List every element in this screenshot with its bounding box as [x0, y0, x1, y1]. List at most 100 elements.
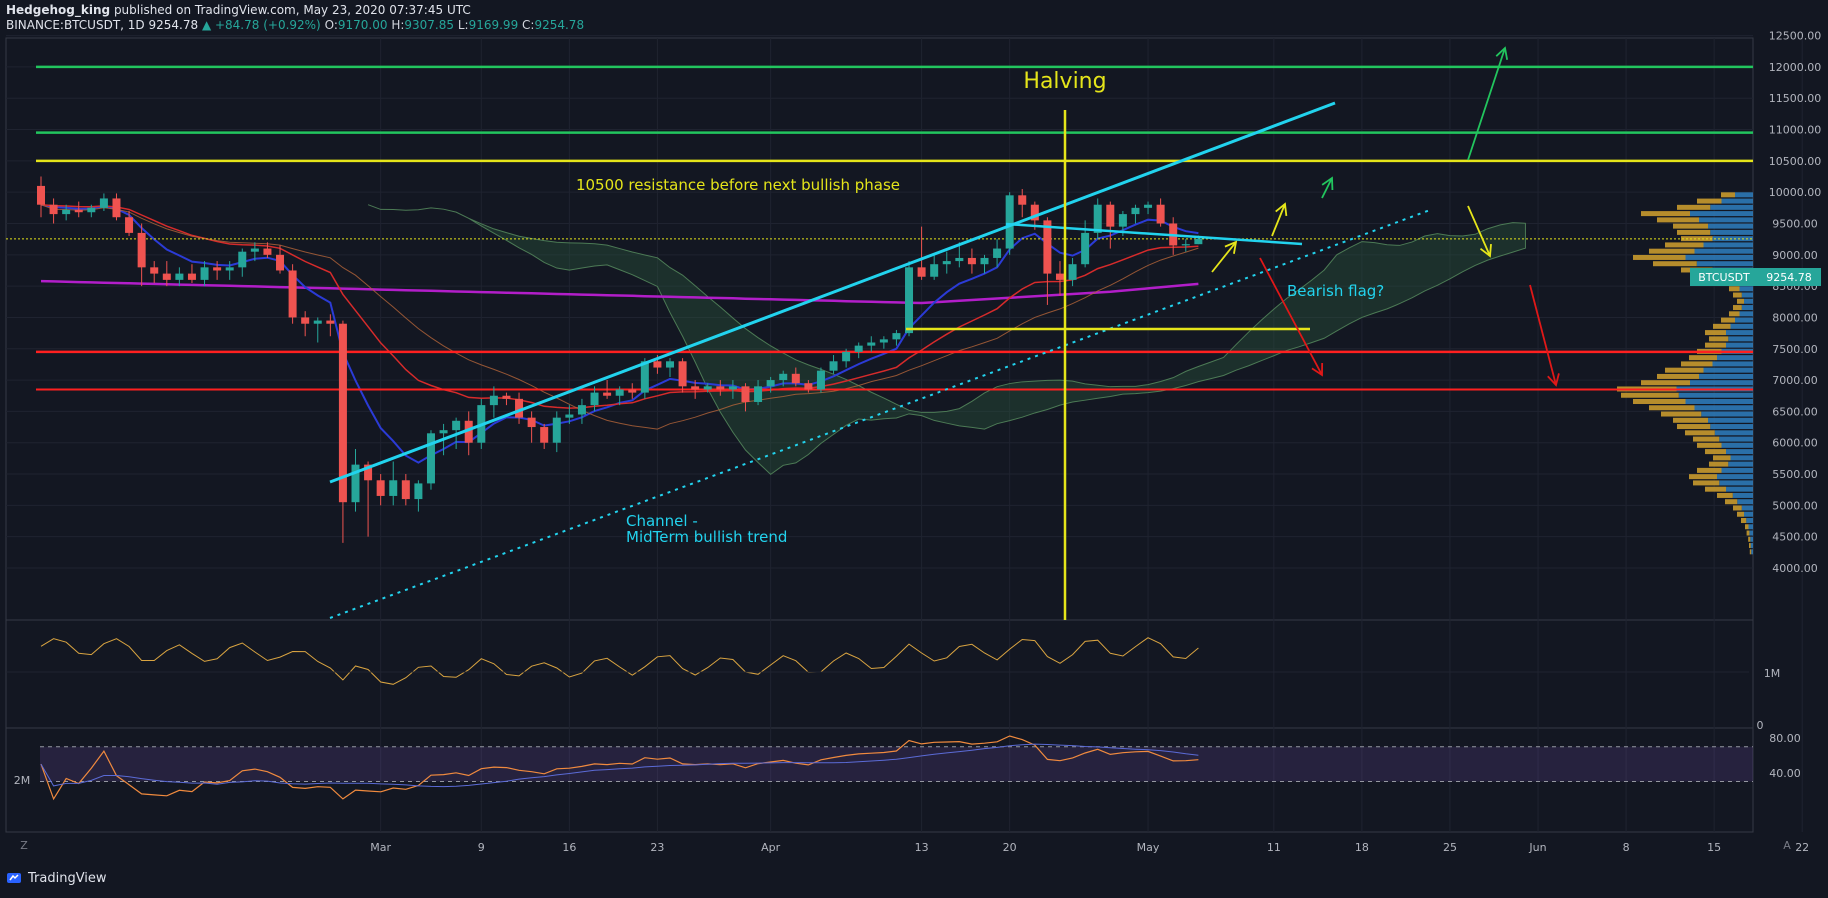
vp-bar-blue	[1717, 474, 1753, 480]
vp-bar-blue	[1721, 198, 1753, 204]
price-tick-label: 12000.00	[1769, 61, 1822, 74]
candle-body	[640, 361, 649, 393]
candle-body	[213, 267, 222, 271]
price-tick-label: 10500.00	[1769, 155, 1822, 168]
price-tick-label: 11000.00	[1769, 124, 1822, 137]
vp-bar-gold	[1677, 229, 1711, 235]
candle-body	[1106, 204, 1115, 227]
vp-bar-gold	[1717, 492, 1733, 498]
vp-bar-gold	[1709, 461, 1729, 467]
candle-body	[1068, 264, 1077, 280]
a-button[interactable]: A	[1783, 839, 1791, 852]
vp-bar-blue	[1735, 317, 1753, 323]
price-tick-label: 5000.00	[1772, 499, 1818, 512]
vp-bar-gold	[1677, 204, 1711, 210]
vp-bar-blue	[1739, 311, 1753, 317]
drawings[interactable]	[329, 46, 1560, 620]
time-tick-label: Mar	[370, 841, 391, 854]
candle-body	[150, 267, 159, 274]
time-tick-label: Apr	[761, 841, 781, 854]
vp-bar-gold	[1705, 486, 1726, 492]
rsi-band	[40, 746, 1753, 782]
volume-line	[40, 637, 1199, 685]
vp-bar-blue	[1710, 204, 1753, 210]
vp-bar-gold	[1693, 436, 1720, 442]
price-tick-label: 6000.00	[1772, 437, 1818, 450]
high-value: 9307.85	[404, 18, 455, 32]
candle-body	[62, 209, 71, 215]
vp-bar-gold	[1733, 505, 1742, 511]
price-tick-label: 12500.00	[1769, 30, 1822, 43]
tradingview-brand: TradingView	[28, 870, 107, 886]
vp-bar-gold	[1705, 342, 1726, 348]
candle-body	[1181, 244, 1190, 246]
vp-bar-gold	[1749, 543, 1751, 549]
vp-bar-gold	[1621, 392, 1679, 398]
price-tick-label: 9000.00	[1772, 249, 1818, 262]
volume-tick-0: 0	[1757, 719, 1764, 732]
vp-bar-gold	[1697, 198, 1722, 204]
price-tick-label: 4500.00	[1772, 531, 1818, 544]
vp-bar-gold	[1746, 530, 1750, 536]
price-chart[interactable]: 12500.00 12000.00 11500.00 11000.00 10500.00…	[0, 0, 1828, 868]
candle-body	[1144, 204, 1153, 208]
arrow-red-1-head	[1311, 362, 1324, 377]
open-value: 9170.00	[337, 18, 388, 32]
candle-body	[527, 417, 536, 428]
time-tick-label: May	[1137, 841, 1160, 854]
time-tick-label: 8	[1623, 841, 1630, 854]
vp-bar-blue	[1741, 292, 1753, 298]
candle-body	[351, 464, 360, 503]
publish-line: Hedgehog_king published on TradingView.c…	[6, 3, 471, 17]
channel-label: Channel -	[626, 512, 698, 530]
time-tick-label: Jun	[1528, 841, 1546, 854]
candle-body	[905, 267, 914, 334]
halving-label: Halving	[1023, 69, 1106, 94]
publish-info: published on TradingView.com, May 23, 20…	[113, 3, 471, 17]
vp-bar-blue	[1726, 330, 1753, 336]
price-tick-label: 7500.00	[1772, 343, 1818, 356]
tradingview-logo[interactable]: TradingView	[6, 870, 107, 886]
candle-body	[489, 395, 498, 406]
vp-bar-blue	[1708, 417, 1753, 423]
candle-body	[125, 217, 134, 233]
vp-bar-gold	[1749, 549, 1752, 555]
vp-bar-blue	[1730, 323, 1753, 329]
vp-bar-gold	[1681, 236, 1713, 242]
vp-bar-gold	[1673, 223, 1708, 229]
candlesticks[interactable]	[37, 176, 1203, 543]
arrow-green-2	[1467, 47, 1506, 161]
vp-bar-blue	[1710, 229, 1753, 235]
vp-bar-blue	[1685, 398, 1753, 404]
vp-bar-blue	[1741, 305, 1753, 311]
time-tick-label: 25	[1443, 841, 1457, 854]
candle-body	[854, 345, 863, 352]
vp-bar-blue	[1699, 217, 1753, 223]
candle-body	[703, 386, 712, 390]
candle-body	[577, 405, 586, 415]
vp-bar-blue	[1678, 392, 1753, 398]
candle-body	[917, 267, 926, 277]
author-name[interactable]: Hedgehog_king	[6, 3, 111, 17]
candle-body	[666, 361, 674, 368]
last-price: 9254.78	[148, 18, 199, 32]
vp-bar-blue	[1744, 511, 1753, 517]
rsi-pane-frame	[5, 727, 1754, 833]
candle-body	[955, 257, 964, 262]
z-button[interactable]: Z	[20, 839, 28, 852]
vp-bar-blue	[1699, 373, 1753, 379]
vp-bar-blue	[1726, 342, 1753, 348]
candle-body	[162, 273, 171, 280]
price-tick-label: 11500.00	[1769, 92, 1822, 105]
low-value: 9169.99	[468, 18, 519, 32]
arrow-green-1	[1321, 177, 1333, 199]
vp-bar-blue	[1749, 530, 1753, 536]
vp-bar-blue	[1744, 298, 1753, 304]
vp-bar-blue	[1694, 248, 1753, 254]
candle-body	[565, 414, 574, 418]
vp-bar-gold	[1653, 261, 1697, 267]
candle-body	[1093, 204, 1102, 233]
candle-body	[502, 395, 511, 399]
candle-body	[942, 261, 951, 265]
vp-bar-gold	[1733, 305, 1742, 311]
